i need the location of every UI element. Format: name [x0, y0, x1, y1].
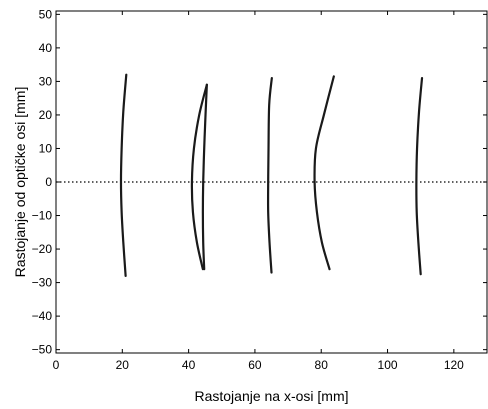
y-tick-label: 50 [39, 7, 53, 21]
ticks-layer: 0 20 40 60 80 100 120 −50 −40 −30 −20 −10 0 10 20 30 40 5… [32, 7, 487, 372]
series-line-5 [313, 75, 335, 271]
y-tick-label: 0 [45, 175, 52, 189]
series-line-4 [266, 76, 273, 274]
x-tick-label: 80 [315, 358, 329, 372]
y-tick-label: −10 [32, 209, 53, 223]
y-tick-label: 10 [39, 141, 53, 155]
x-tick-label: 100 [378, 358, 398, 372]
y-tick-label: 40 [39, 41, 53, 55]
x-tick-label: 40 [182, 358, 196, 372]
x-axis-label: Rastojanje na x-osi [mm] [194, 388, 348, 404]
y-tick-label: −50 [32, 343, 53, 357]
x-tick-label: 0 [53, 358, 60, 372]
x-tick-label: 120 [444, 358, 464, 372]
y-tick-label: −40 [32, 309, 53, 323]
series-line-2 [190, 83, 208, 271]
series-line-3 [201, 83, 208, 271]
y-tick-label: −20 [32, 242, 53, 256]
y-tick-label: 30 [39, 74, 53, 88]
y-tick-label: 20 [39, 108, 53, 122]
series-line-6 [415, 76, 424, 276]
x-tick-label: 60 [248, 358, 262, 372]
y-tick-label: −30 [32, 276, 53, 290]
plot-layer [56, 73, 487, 277]
series-line-1 [119, 73, 128, 277]
plot-frame [55, 10, 488, 354]
y-axis-label: Rastojanje od optičke osi [mm] [12, 87, 28, 278]
x-tick-label: 20 [116, 358, 130, 372]
